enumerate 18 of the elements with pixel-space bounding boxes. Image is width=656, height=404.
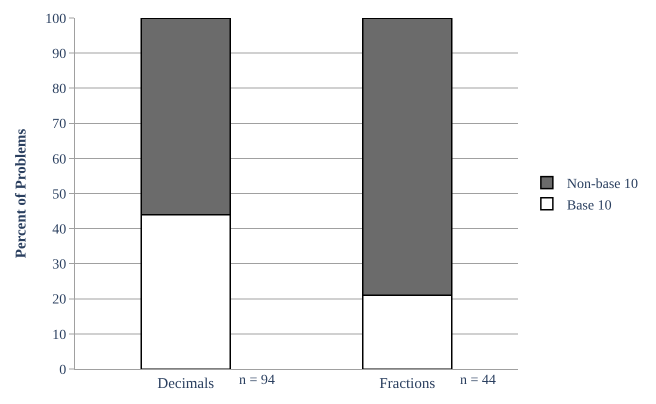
text: n = 94 xyxy=(239,373,275,388)
x-tick-label: Fractions xyxy=(379,376,436,392)
y-tick-label: 0 xyxy=(59,362,66,378)
y-tick-label: 80 xyxy=(52,82,66,98)
legend-label: Non-base 10 xyxy=(566,177,638,192)
text: n = 44 xyxy=(460,373,496,388)
y-tick-label: 100 xyxy=(45,12,66,27)
y-tick-label: 30 xyxy=(52,258,66,273)
legend-label: Base 10 xyxy=(566,198,612,214)
y-tick-label: 70 xyxy=(52,117,66,132)
y-tick-label: 40 xyxy=(52,222,66,238)
y-tick-label: 10 xyxy=(52,328,66,343)
y-tick-label: 60 xyxy=(52,152,66,168)
y-tick-label: 20 xyxy=(52,292,66,308)
y-tick-label: 50 xyxy=(52,187,66,202)
y-tick-label: 90 xyxy=(52,47,66,62)
x-tick-label: Decimals xyxy=(157,376,214,392)
y-axis-title: Percent of Problems xyxy=(13,128,30,258)
